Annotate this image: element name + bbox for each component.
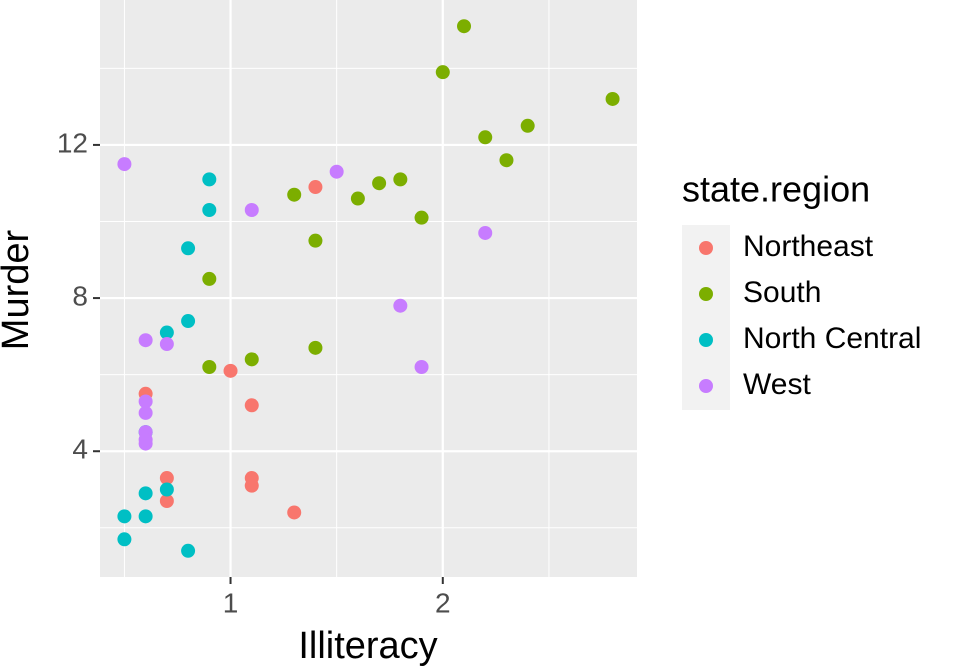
point: [308, 180, 323, 195]
legend-label: South: [743, 276, 821, 309]
points: [117, 19, 620, 558]
x-axis-title: Illiteracy: [298, 625, 437, 667]
point: [478, 225, 493, 240]
point: [414, 359, 429, 374]
point: [329, 164, 344, 179]
point: [499, 153, 514, 168]
point: [244, 352, 259, 367]
point: [138, 509, 153, 524]
point: [202, 172, 217, 187]
panel: [100, 0, 637, 577]
legend-title: state.region: [682, 169, 870, 210]
legend-label: North Central: [743, 322, 921, 355]
point: [457, 19, 472, 34]
point: [117, 157, 132, 172]
point: [372, 176, 387, 191]
point: [181, 314, 196, 329]
point: [181, 543, 196, 558]
grid: [100, 0, 637, 577]
point: [244, 471, 259, 486]
point: [138, 405, 153, 420]
point: [159, 337, 174, 352]
point: [159, 325, 174, 340]
point: [117, 532, 132, 547]
legend-marker: [699, 287, 713, 301]
point: [223, 363, 238, 378]
point: [244, 203, 259, 218]
point: [605, 91, 620, 106]
legend-marker: [699, 241, 713, 255]
y-tick-label: 4: [72, 434, 88, 465]
point: [393, 298, 408, 313]
point: [159, 482, 174, 497]
point: [393, 172, 408, 187]
legend-marker: [699, 379, 713, 393]
point: [350, 191, 365, 206]
point: [202, 359, 217, 374]
point: [138, 432, 153, 447]
point: [287, 505, 302, 520]
point: [138, 486, 153, 501]
point: [414, 210, 429, 225]
point: [308, 233, 323, 248]
point: [244, 398, 259, 413]
point: [478, 130, 493, 145]
point: [159, 493, 174, 508]
point: [138, 394, 153, 409]
point: [138, 333, 153, 348]
y-axis-title: Murder: [0, 229, 37, 350]
point: [117, 509, 132, 524]
x-tick-label: 1: [223, 587, 239, 618]
x-tick-label: 2: [435, 587, 451, 618]
point: [287, 187, 302, 202]
legend-label: West: [743, 368, 811, 401]
point: [520, 118, 535, 133]
legend-label: Northeast: [743, 230, 874, 263]
point: [308, 340, 323, 355]
point: [435, 65, 450, 80]
y-tick-label: 8: [72, 280, 88, 311]
point: [181, 241, 196, 256]
legend-marker: [699, 333, 713, 347]
point: [202, 271, 217, 286]
y-tick-label: 12: [57, 127, 88, 158]
point: [202, 203, 217, 218]
point: [159, 471, 174, 486]
